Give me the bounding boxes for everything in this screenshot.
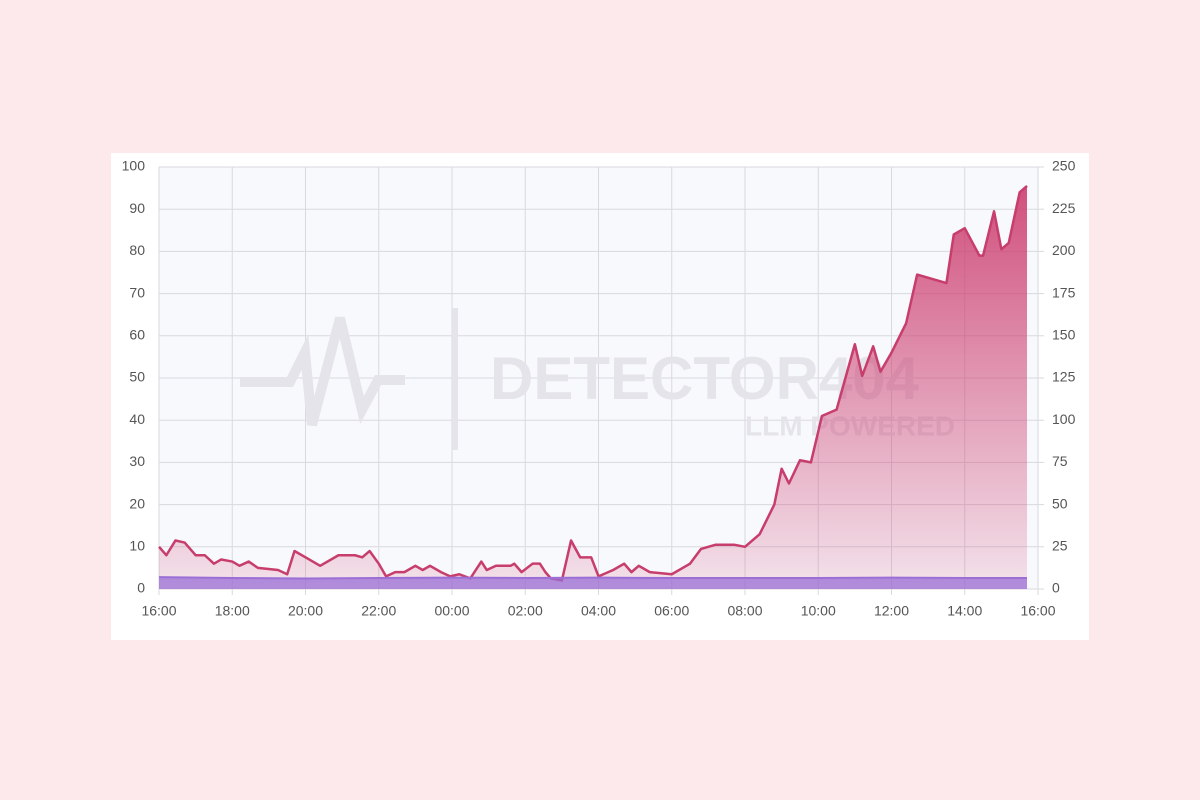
y2-tick-label: 225 xyxy=(1052,200,1076,216)
x-tick-label: 16:00 xyxy=(1020,603,1055,619)
x-tick-label: 12:00 xyxy=(874,603,909,619)
series-area xyxy=(159,577,1028,589)
y-tick-label: 50 xyxy=(129,369,145,385)
y2-tick-label: 75 xyxy=(1052,453,1068,469)
y-tick-label: 20 xyxy=(129,495,145,511)
y-tick-label: 70 xyxy=(129,284,145,300)
y2-tick-label: 200 xyxy=(1052,242,1076,258)
y-tick-label: 10 xyxy=(129,538,145,554)
y2-tick-label: 175 xyxy=(1052,284,1076,300)
x-tick-label: 04:00 xyxy=(581,603,616,619)
x-tick-label: 20:00 xyxy=(288,603,323,619)
y-tick-label: 90 xyxy=(129,200,145,216)
y-tick-label: 40 xyxy=(129,411,145,427)
y2-tick-label: 150 xyxy=(1052,327,1076,343)
x-tick-label: 16:00 xyxy=(141,603,176,619)
x-tick-label: 10:00 xyxy=(801,603,836,619)
y2-tick-label: 50 xyxy=(1052,495,1068,511)
y2-tick-label: 125 xyxy=(1052,369,1076,385)
y2-tick-label: 25 xyxy=(1052,538,1068,554)
x-tick-label: 08:00 xyxy=(727,603,762,619)
y2-tick-label: 250 xyxy=(1052,158,1076,174)
x-tick-label: 22:00 xyxy=(361,603,396,619)
y-tick-label: 0 xyxy=(137,580,145,596)
y-tick-label: 80 xyxy=(129,242,145,258)
watermark-icon xyxy=(240,316,405,427)
x-tick-label: 18:00 xyxy=(215,603,250,619)
y-tick-label: 30 xyxy=(129,453,145,469)
y2-tick-label: 0 xyxy=(1052,580,1060,596)
y2-tick-label: 100 xyxy=(1052,411,1076,427)
x-tick-label: 06:00 xyxy=(654,603,689,619)
y-tick-label: 60 xyxy=(129,327,145,343)
x-tick-label: 14:00 xyxy=(947,603,982,619)
series-area xyxy=(159,185,1028,590)
series-line xyxy=(158,576,1028,580)
y-tick-label: 100 xyxy=(122,158,146,174)
x-tick-label: 00:00 xyxy=(434,603,469,619)
x-tick-label: 02:00 xyxy=(508,603,543,619)
